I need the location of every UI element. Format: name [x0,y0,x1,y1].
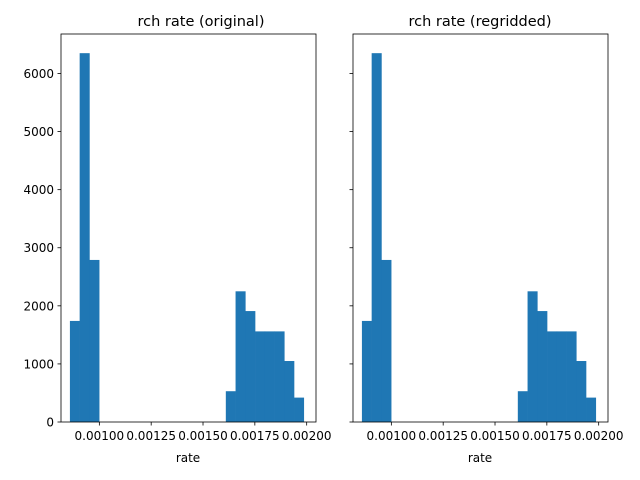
x-tick-label: 0.00125 [418,429,468,443]
x-axis-label-original: rate [176,451,200,465]
histogram-bar [556,331,567,422]
histogram-bar [69,320,80,422]
histogram-bar [547,331,558,422]
y-tick-label: 1000 [23,357,54,371]
y-tick-label: 5000 [23,125,54,139]
y-tick-label: 2000 [23,299,54,313]
histogram-bar [235,291,246,422]
x-tick-label: 0.00150 [470,429,520,443]
x-tick-label: 0.00100 [75,429,125,443]
x-tick-label: 0.00150 [178,429,228,443]
histogram-panel-regridded: rch rate (regridded) rate 0.00100 0.00125… [349,14,624,465]
panel-title-regridded: rch rate (regridded) [408,14,551,30]
histogram-bar [89,259,100,422]
histogram-bar [576,361,587,422]
histogram-bar [517,391,528,422]
histogram-bar [586,397,597,422]
histogram-bar [381,259,392,422]
histogram-bar [371,53,382,422]
x-tick-label: 0.00200 [574,429,624,443]
panel-title-original: rch rate (original) [138,14,265,30]
histogram-bar [255,331,266,422]
x-axis-label-regridded: rate [468,451,492,465]
axes-frame [60,33,317,423]
x-tick-label: 0.00200 [282,429,332,443]
x-tick-label: 0.00100 [367,429,417,443]
histogram-bar [566,331,577,422]
x-tick-label: 0.00175 [230,429,280,443]
histogram-bar [79,53,90,422]
y-tick-label: 0 [46,416,54,430]
y-tick-label: 4000 [23,183,54,197]
x-tick-label: 0.00125 [126,429,176,443]
histogram-bar [537,311,548,422]
axes-frame [352,33,609,423]
histogram-bar [361,320,372,422]
histogram-bar [225,391,236,422]
x-tick-label: 0.00175 [522,429,572,443]
y-tick-label: 3000 [23,241,54,255]
histogram-bar [284,361,295,422]
histogram-bar [527,291,538,422]
histogram-bar [245,311,256,422]
y-tick-label: 6000 [23,67,54,81]
histogram-bar [274,331,285,422]
histogram-bar [264,331,275,422]
histogram-panel-original: rch rate (original) rate 0.00100 0.00125 0… [23,14,331,465]
histogram-bar [294,397,305,422]
